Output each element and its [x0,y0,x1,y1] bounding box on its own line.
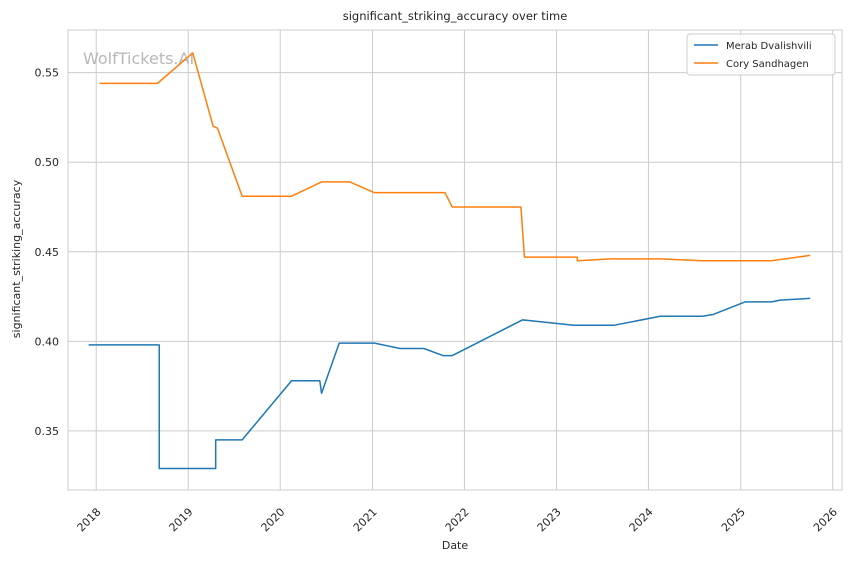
y-tick-label: 0.35 [35,425,60,438]
x-grid-lines [95,30,834,490]
y-tick-label: 0.55 [35,67,60,80]
y-tick-label: 0.50 [35,156,60,169]
legend-label-merab-dvalishvili: Merab Dvalishvili [726,41,812,52]
legend-box [686,33,836,76]
chart-title: significant_striking_accuracy over time [343,9,568,23]
watermark: WolfTickets.AI [83,49,194,68]
y-tick-label: 0.40 [35,335,60,348]
legend: Merab Dvalishvili Cory Sandhagen [686,33,836,76]
y-tick-labels: 0.35 0.40 0.45 0.50 0.55 [35,67,60,438]
legend-items: Merab Dvalishvili Cory Sandhagen [694,41,812,70]
y-axis-title: significant_striking_accuracy [10,179,23,338]
y-tick-label: 0.45 [35,246,60,259]
series-line-cory-sandhagen [99,52,811,262]
series-line-merab-dvalishvili [88,297,811,470]
legend-label-cory-sandhagen: Cory Sandhagen [726,59,809,70]
series-layer [88,52,811,470]
x-axis-title: Date [442,539,469,552]
plot-area-frame [67,29,843,491]
